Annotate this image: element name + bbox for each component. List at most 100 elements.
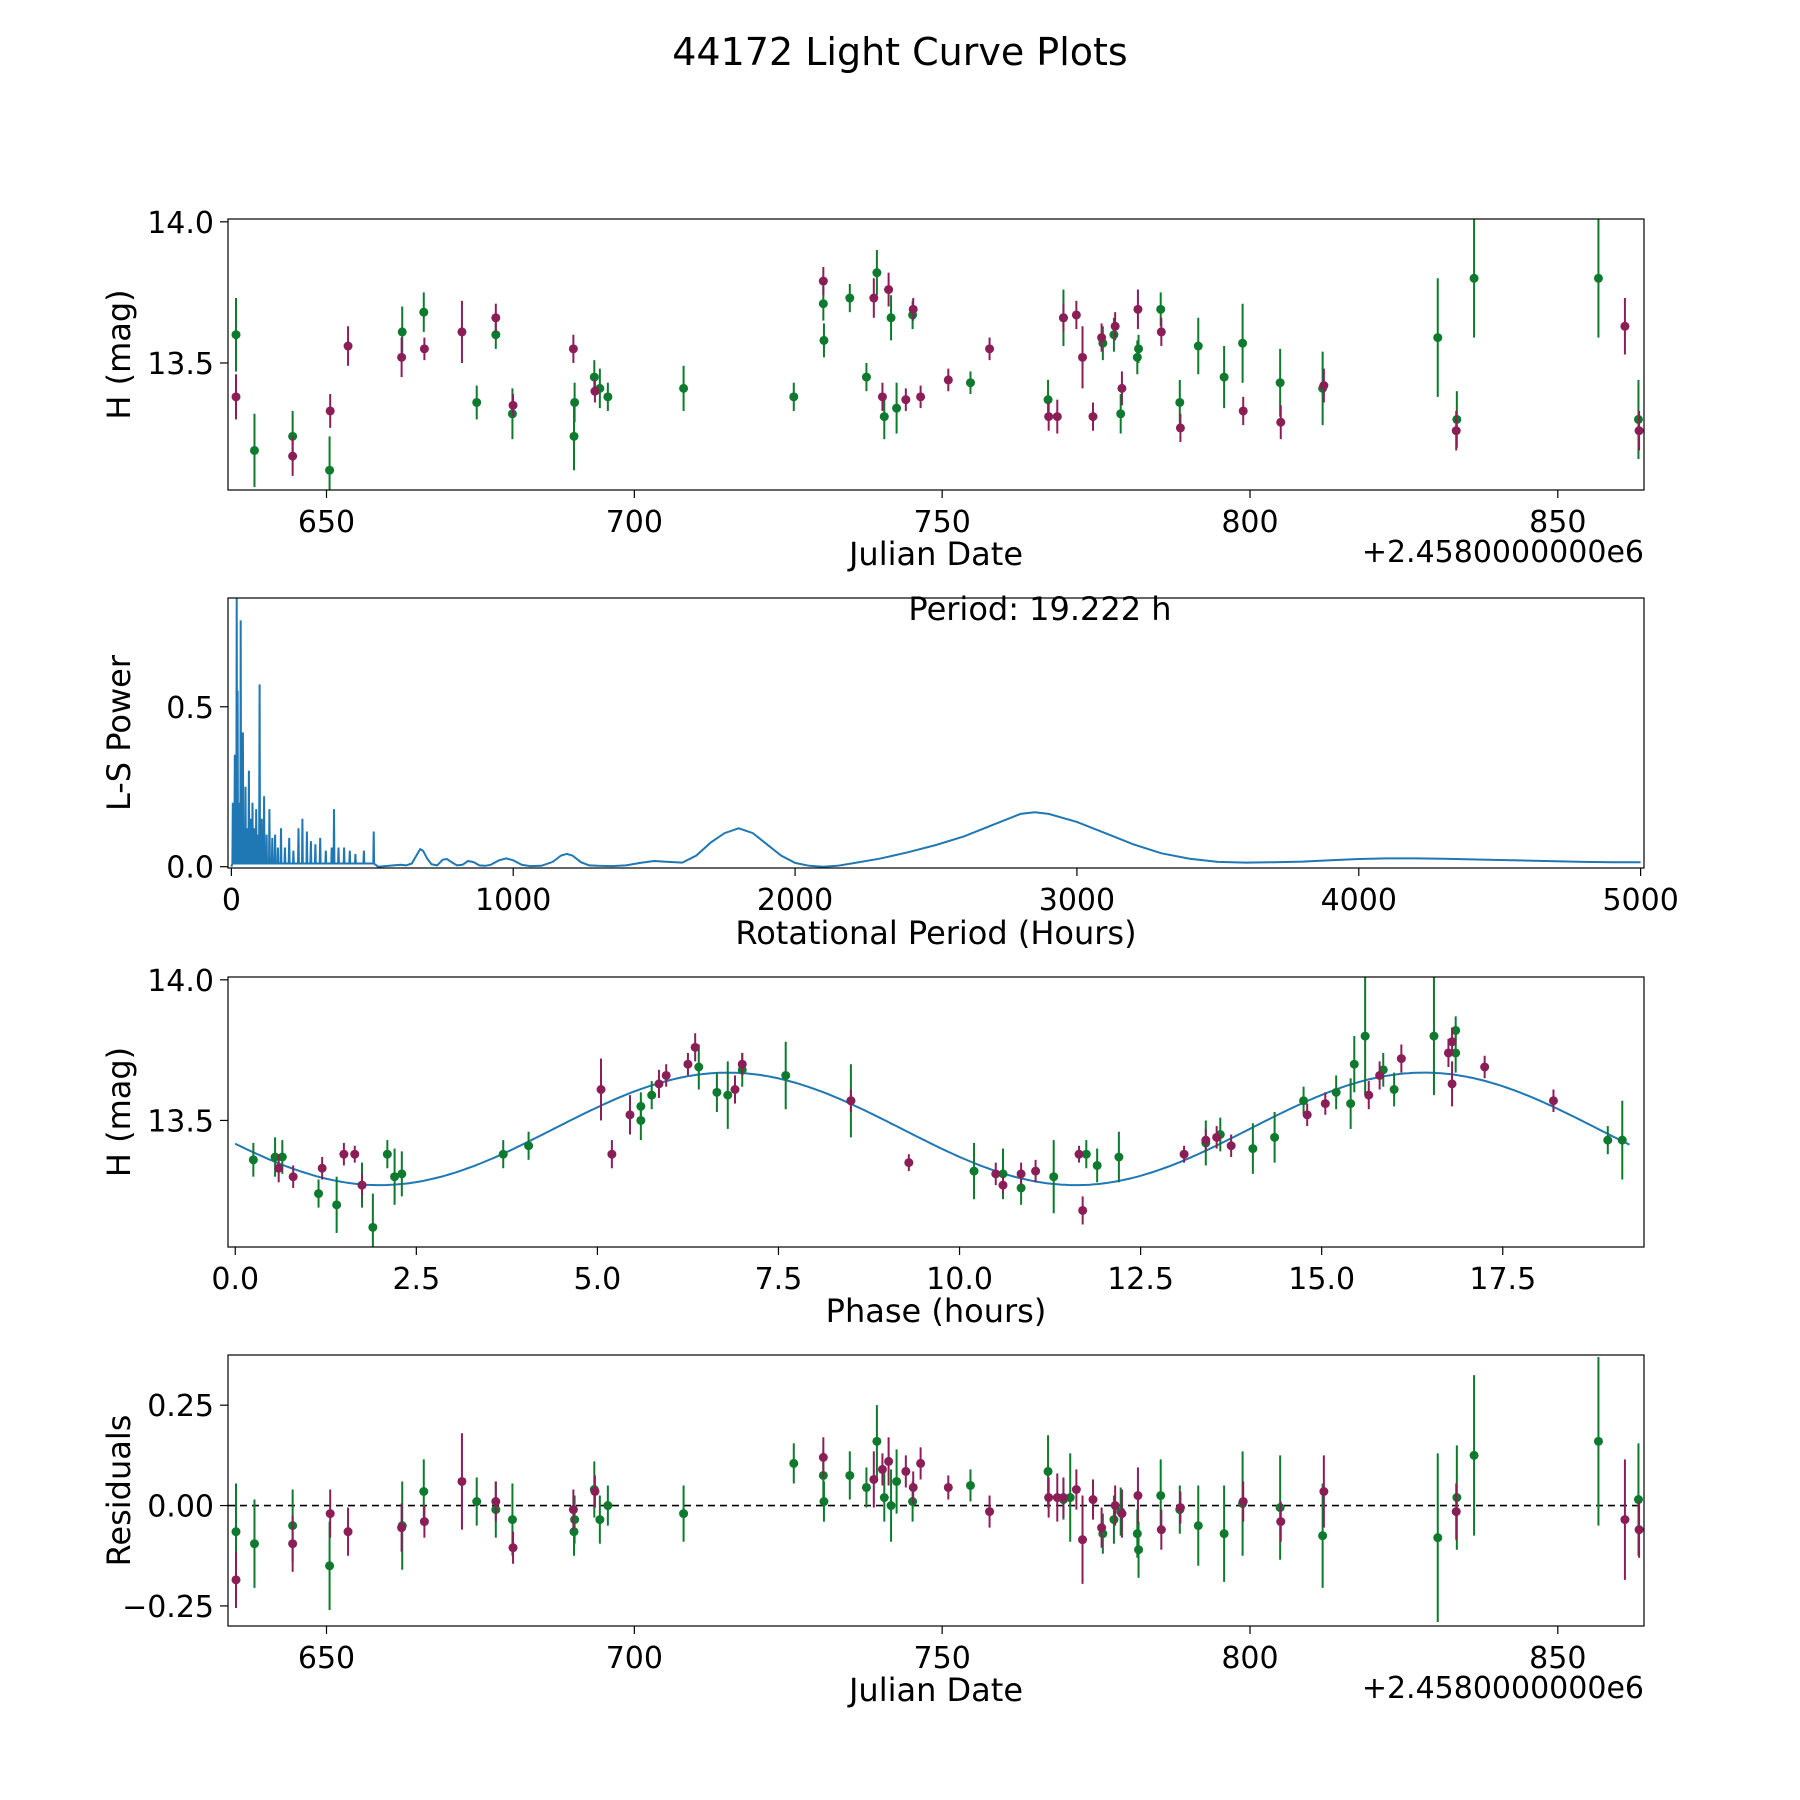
plot-frame: [227, 218, 1645, 491]
data-point: [1302, 1110, 1312, 1120]
data-point: [1364, 1090, 1374, 1100]
y-tick-label: 0.5: [166, 691, 214, 726]
data-point: [231, 1527, 241, 1537]
data-point: [231, 1575, 241, 1585]
data-point: [1443, 1048, 1453, 1058]
plot-frame: [227, 976, 1645, 1248]
data-point: [325, 1509, 335, 1519]
data-point: [589, 372, 599, 382]
x-axis-label: Phase (hours): [826, 1292, 1047, 1330]
data-point: [1179, 1149, 1189, 1159]
data-point: [472, 1497, 482, 1507]
data-point: [879, 1493, 889, 1503]
data-point: [491, 330, 501, 340]
data-point: [1617, 1135, 1627, 1145]
data-point: [1058, 313, 1068, 323]
data-point: [965, 378, 975, 388]
data-point: [1078, 1535, 1088, 1545]
data-point: [419, 344, 429, 354]
data-point: [1132, 352, 1142, 362]
data-point: [1081, 1149, 1091, 1159]
data-point: [419, 1517, 429, 1527]
data-point: [1318, 1531, 1328, 1541]
data-point: [1092, 1160, 1102, 1170]
data-point: [1620, 321, 1630, 331]
data-point: [1447, 1037, 1457, 1047]
data-point: [1133, 1491, 1143, 1501]
data-point: [1219, 372, 1229, 382]
x-axis-label: Rotational Period (Hours): [735, 914, 1136, 952]
x-tick-label: 750: [914, 505, 971, 540]
data-point: [390, 1172, 400, 1182]
data-point: [231, 392, 241, 402]
x-tick-label: 10.0: [926, 1262, 993, 1297]
data-point: [1156, 1525, 1166, 1535]
data-point: [314, 1189, 324, 1199]
data-point: [1044, 412, 1054, 422]
data-point: [288, 1539, 298, 1549]
x-tick-label: 17.5: [1469, 1262, 1536, 1297]
data-point: [1097, 1523, 1107, 1533]
x-tick-label: 650: [298, 1641, 355, 1676]
data-point: [1201, 1135, 1211, 1145]
data-point: [288, 451, 298, 461]
data-point: [877, 392, 887, 402]
data-point: [723, 1090, 733, 1100]
data-point: [998, 1180, 1008, 1190]
data-point: [568, 344, 578, 354]
data-point: [818, 276, 828, 286]
data-point: [818, 1452, 828, 1462]
data-point: [603, 1501, 613, 1511]
data-point: [1451, 1048, 1461, 1058]
data-point: [943, 375, 953, 385]
x-tick-label: 750: [914, 1641, 971, 1676]
data-point: [590, 1487, 600, 1497]
data-point: [661, 1070, 671, 1080]
data-point: [1276, 1517, 1286, 1527]
x-tick-label: 4000: [1321, 883, 1397, 918]
x-tick-label: 700: [606, 1641, 663, 1676]
data-point: [508, 400, 518, 410]
data-point: [872, 268, 882, 278]
data-point: [607, 1149, 617, 1159]
data-point: [861, 372, 871, 382]
data-point: [596, 1085, 606, 1094]
data-point: [679, 1509, 689, 1519]
data-point: [1593, 273, 1603, 283]
y-tick-label: 0.00: [147, 1490, 214, 1525]
y-axis-label: L-S Power: [100, 654, 138, 811]
data-point: [845, 293, 855, 303]
data-point: [498, 1149, 508, 1159]
data-point: [1052, 1493, 1062, 1503]
data-point: [368, 1222, 378, 1232]
fit-curve: [234, 1071, 1630, 1187]
data-point: [1429, 1031, 1439, 1041]
data-point: [1219, 1529, 1229, 1539]
data-point: [274, 1163, 284, 1173]
panel-lightcurve: 650 700 750 800 850 13.5 14.0 Julian Date H (mag…: [100, 206, 1645, 573]
data-point: [901, 1466, 911, 1476]
y-axis-label: H (mag): [100, 289, 138, 419]
series-green: [248, 977, 1627, 1247]
data-point: [1078, 1205, 1088, 1215]
data-point: [457, 1476, 467, 1486]
data-point: [1117, 1509, 1127, 1519]
period-annotation: Period: 19.222 h: [908, 590, 1171, 628]
data-point: [603, 392, 613, 402]
data-point: [846, 1096, 856, 1106]
series-magenta: [231, 266, 1644, 476]
data-point: [916, 392, 926, 402]
data-point: [892, 1476, 902, 1486]
data-point: [277, 1152, 287, 1162]
data-point: [270, 1152, 280, 1162]
data-point: [781, 1070, 791, 1080]
data-point: [1433, 1533, 1443, 1543]
x-tick-label: 0.0: [211, 1262, 259, 1297]
data-point: [339, 1149, 349, 1159]
data-point: [969, 1166, 979, 1176]
data-point: [1633, 1495, 1643, 1505]
x-offset-label: +2.4580000000e6: [1362, 535, 1644, 570]
data-point: [1175, 423, 1185, 433]
data-point: [1469, 273, 1479, 283]
data-point: [1275, 378, 1285, 388]
